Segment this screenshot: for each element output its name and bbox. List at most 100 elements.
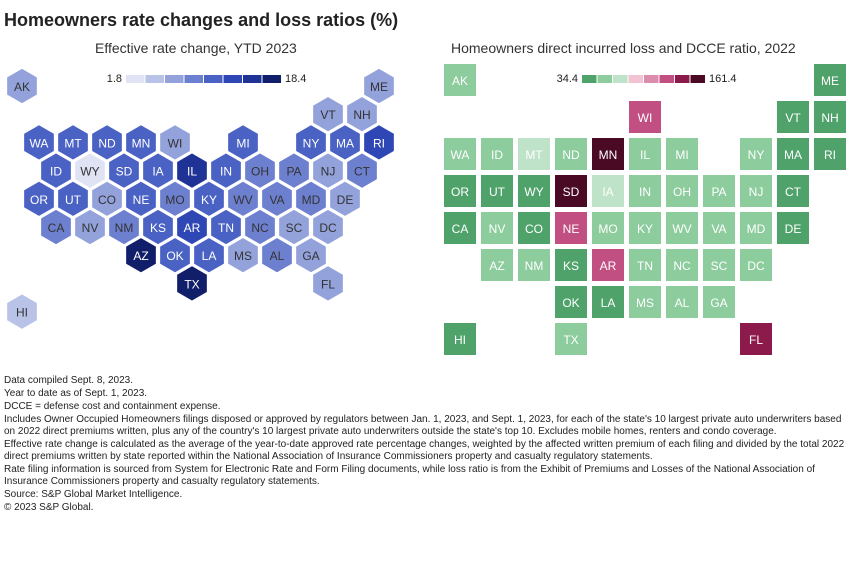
hex-tile-sd: SD: [107, 151, 141, 190]
tile-label: WI: [638, 111, 653, 125]
hex-label: MO: [165, 193, 184, 207]
hex-label: MT: [64, 136, 82, 150]
rate-legend-swatch: [204, 75, 223, 83]
square-tile-ar: AR: [592, 249, 624, 281]
tile-shape: [592, 138, 624, 170]
hex-shape: [311, 151, 345, 190]
hex-shape: [175, 264, 209, 303]
hex-shape: [90, 123, 124, 162]
tile-label: ME: [821, 74, 839, 88]
tile-label: IN: [639, 185, 651, 199]
right-chart-title: Homeowners direct incurred loss and DCCE…: [451, 40, 796, 56]
tile-shape: [592, 175, 624, 207]
square-tile-ca: CA: [444, 212, 476, 244]
hex-label: ND: [98, 136, 116, 150]
rate-legend-swatch: [126, 75, 145, 83]
square-tile-fl: FL: [740, 323, 772, 355]
hex-tile-nd: ND: [90, 123, 124, 162]
tile-label: NV: [489, 222, 506, 236]
hex-label: NJ: [321, 165, 336, 179]
rate-legend-swatch: [165, 75, 184, 83]
hex-label: WY: [80, 165, 99, 179]
square-tile-ut: UT: [481, 175, 513, 207]
tile-shape: [592, 212, 624, 244]
tile-label: MO: [598, 222, 617, 236]
hex-label: NC: [251, 221, 269, 235]
tile-shape: [666, 286, 698, 318]
tile-shape: [518, 175, 550, 207]
rate-change-hex-map: 1.8 18.4 AK ME VT NH WA MT ND MN WI MI NY MA RI ID WY SD I…: [5, 67, 396, 331]
tile-shape: [444, 138, 476, 170]
hex-shape: [209, 151, 243, 190]
hex-shape: [226, 236, 260, 275]
note-copyright: © 2023 S&P Global.: [4, 502, 94, 513]
hex-shape: [277, 208, 311, 246]
tile-shape: [703, 286, 735, 318]
tile-shape: [555, 249, 587, 281]
loss-legend-swatch: [644, 75, 659, 83]
tile-shape: [777, 138, 809, 170]
tile-shape: [518, 138, 550, 170]
hex-tile-wv: WV: [226, 179, 260, 218]
tile-label: AZ: [489, 259, 504, 273]
tile-label: RI: [824, 148, 836, 162]
tile-label: NH: [821, 111, 838, 125]
hex-tile-il: IL: [175, 151, 209, 190]
hex-shape: [141, 151, 175, 190]
hex-label: NH: [353, 108, 370, 122]
hex-tile-mo: MO: [158, 179, 192, 218]
square-tile-oh: OH: [666, 175, 698, 207]
square-tile-ks: KS: [555, 249, 587, 281]
hex-shape: [124, 123, 158, 162]
hex-label: TX: [184, 277, 199, 291]
tile-shape: [814, 101, 846, 133]
hex-shape: [260, 236, 294, 275]
hex-shape: [56, 123, 90, 162]
square-tile-md: MD: [740, 212, 772, 244]
tile-shape: [703, 212, 735, 244]
hex-shape: [124, 179, 158, 218]
note-includes: Includes Owner Occupied Homeowners filin…: [4, 414, 842, 437]
tile-label: MA: [784, 148, 802, 162]
hex-shape: [39, 208, 73, 246]
tile-shape: [629, 175, 661, 207]
square-tile-vt: VT: [777, 101, 809, 133]
hex-label: TN: [218, 221, 234, 235]
hex-shape: [294, 179, 328, 218]
square-tile-ma: MA: [777, 138, 809, 170]
hex-tile-ak: AK: [5, 67, 39, 105]
hex-shape: [5, 292, 39, 331]
square-tile-ia: IA: [592, 175, 624, 207]
hex-label: AK: [14, 80, 30, 94]
square-tile-in: IN: [629, 175, 661, 207]
square-tile-co: CO: [518, 212, 550, 244]
hex-shape: [56, 179, 90, 218]
hex-shape: [362, 123, 396, 162]
square-tile-tn: TN: [629, 249, 661, 281]
hex-label: CT: [354, 165, 371, 179]
tile-label: IL: [640, 148, 650, 162]
tile-shape: [555, 212, 587, 244]
tile-shape: [814, 64, 846, 96]
note-sources: Rate filing information is sourced from …: [4, 464, 815, 487]
square-tile-nh: NH: [814, 101, 846, 133]
hex-label: VA: [269, 193, 284, 207]
square-tile-mn: MN: [592, 138, 624, 170]
square-tile-il: IL: [629, 138, 661, 170]
hex-tile-ga: GA: [294, 236, 328, 275]
tile-label: NJ: [749, 185, 764, 199]
note-ytd: Year to date as of Sept. 1, 2023.: [4, 388, 148, 399]
hex-tile-ca: CA: [39, 208, 73, 246]
hex-label: AR: [184, 221, 201, 235]
tile-label: MT: [525, 148, 543, 162]
hex-shape: [345, 95, 379, 134]
tile-label: OK: [562, 296, 579, 310]
hex-label: WI: [168, 136, 183, 150]
square-tile-ak: AK: [444, 64, 476, 96]
hex-shape: [39, 151, 73, 190]
square-tile-wy: WY: [518, 175, 550, 207]
tile-label: ID: [491, 148, 503, 162]
tile-label: WY: [524, 185, 543, 199]
hex-label: IL: [187, 165, 197, 179]
tile-label: VT: [785, 111, 801, 125]
